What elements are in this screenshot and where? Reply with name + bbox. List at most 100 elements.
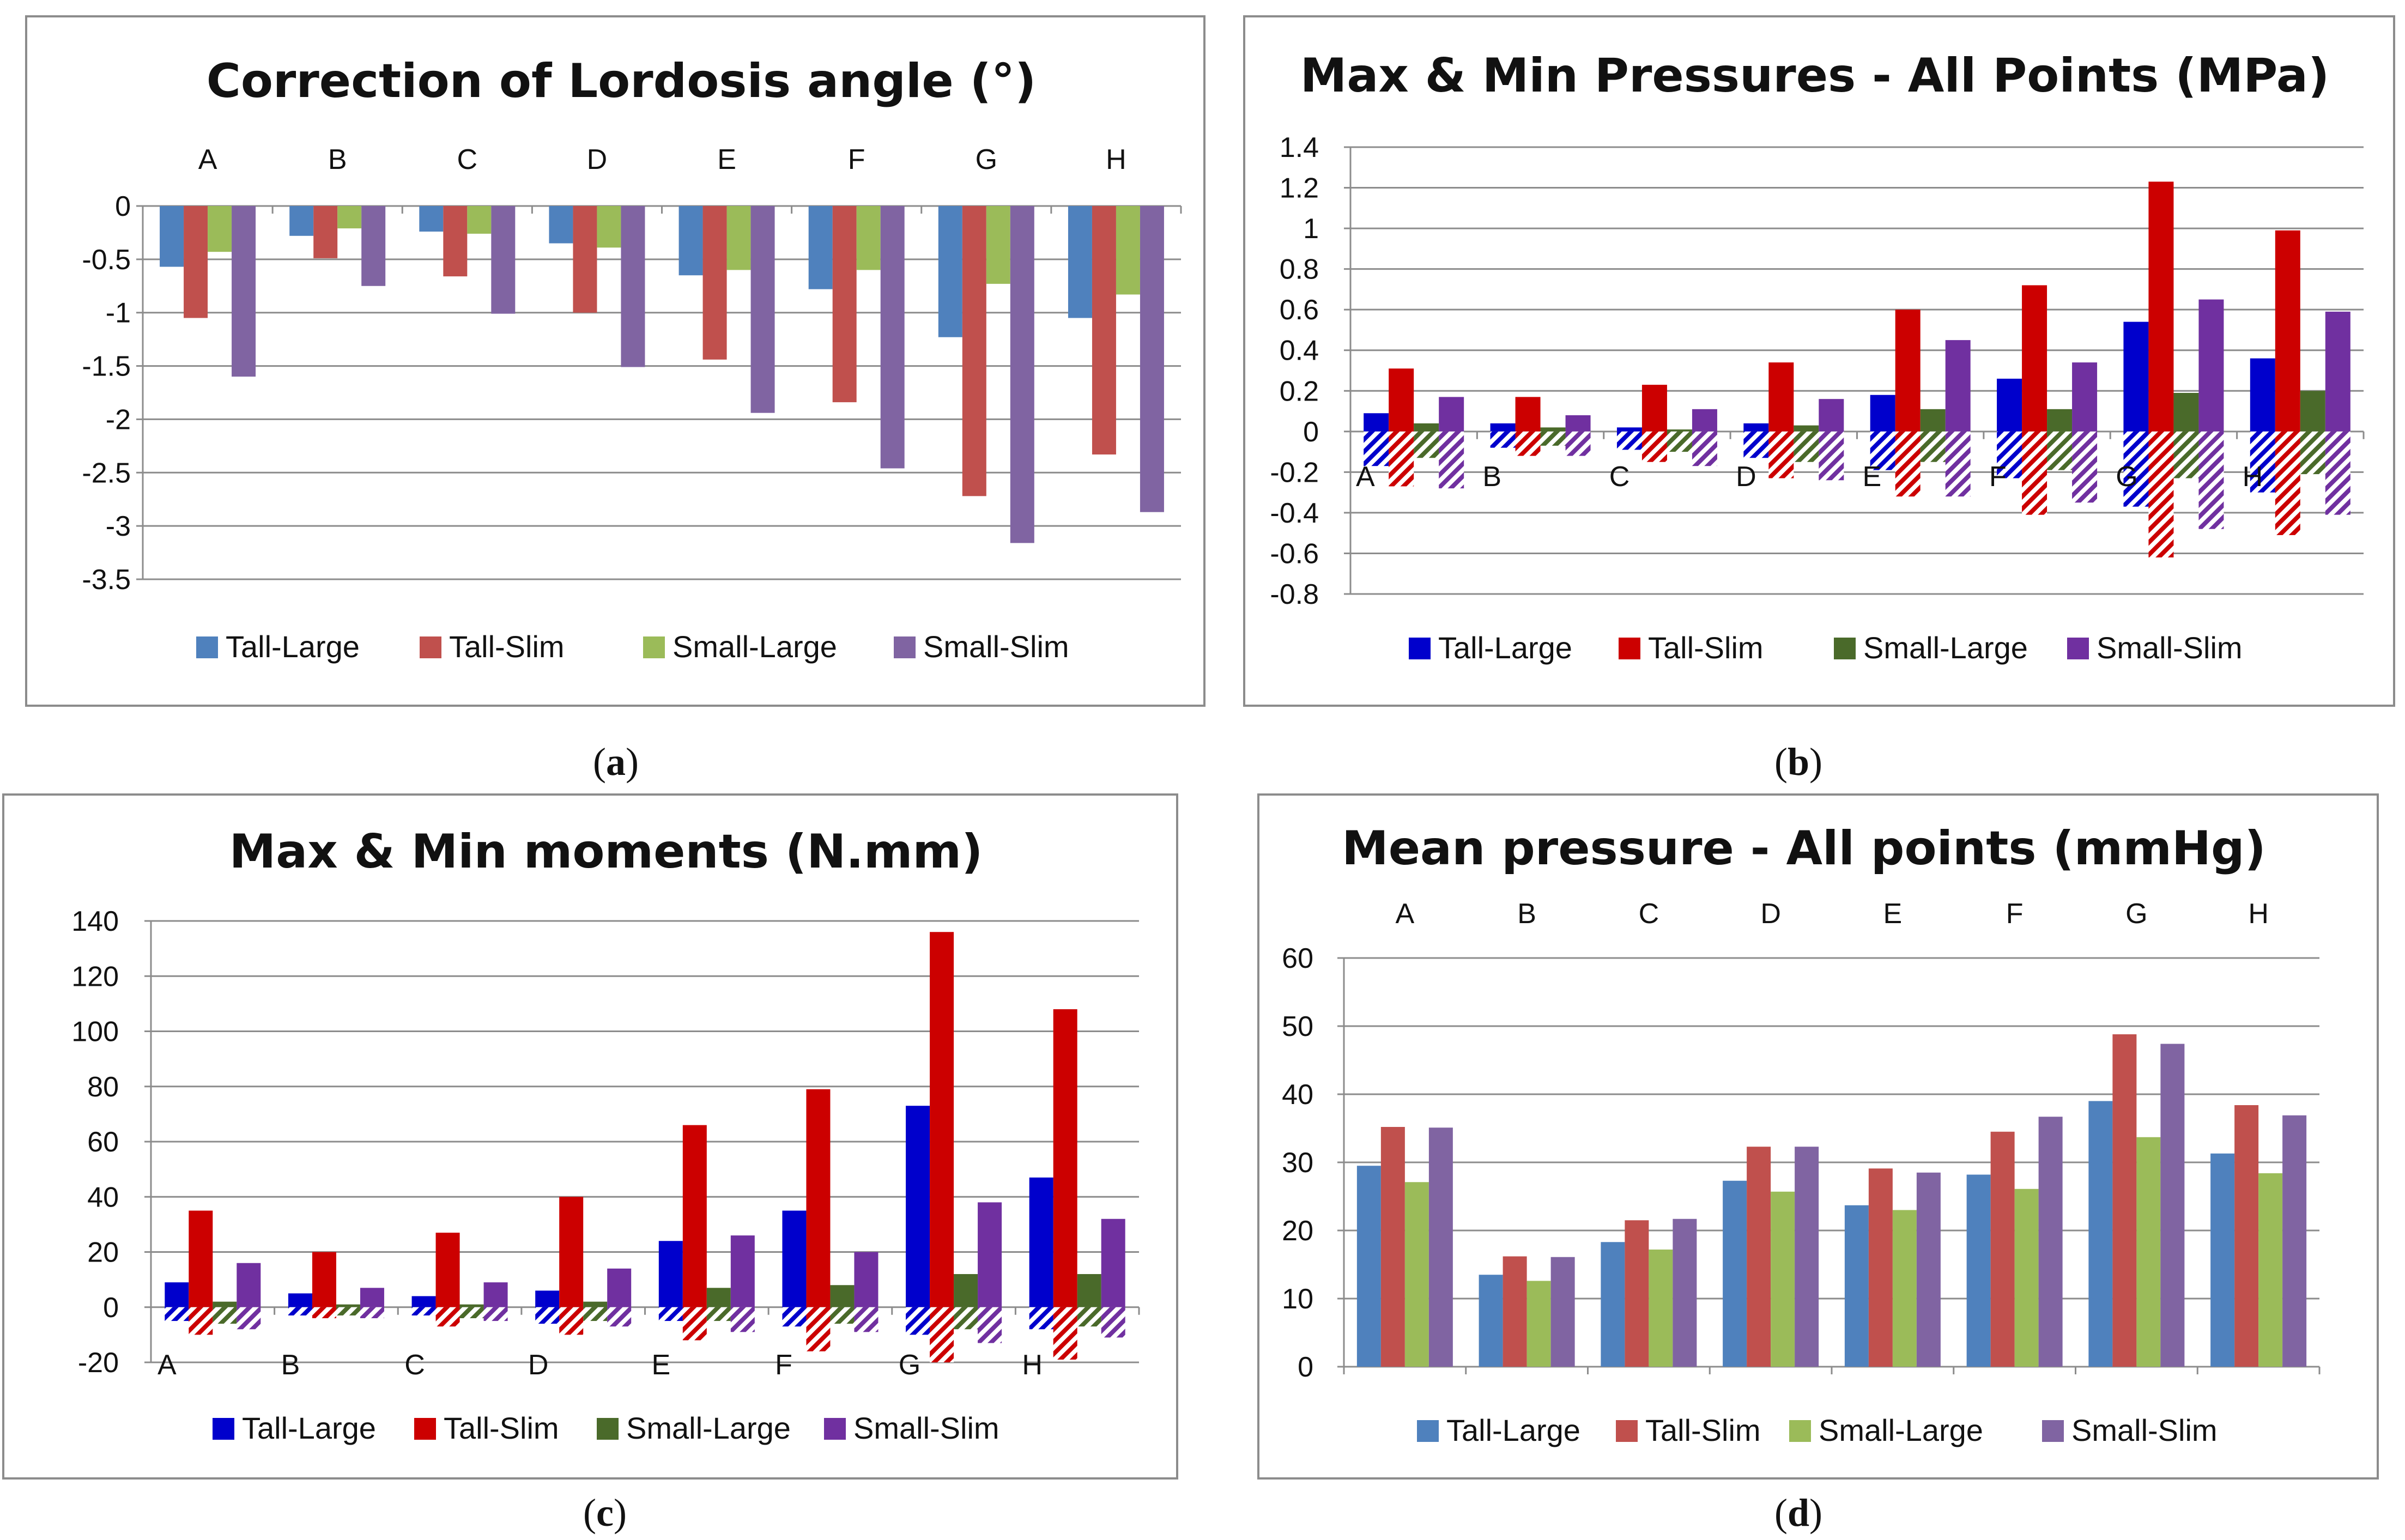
bar-min	[1364, 431, 1389, 466]
bar-min	[336, 1307, 360, 1315]
bar	[573, 206, 597, 313]
y-tick-label: 1.4	[1280, 132, 1319, 163]
y-tick-label: -0.4	[1270, 498, 1319, 529]
bar-max	[1490, 423, 1516, 432]
bar-max	[2275, 230, 2300, 432]
legend-swatch	[1789, 1420, 1811, 1442]
bar-min	[2325, 431, 2351, 515]
category-label: D	[1736, 461, 1756, 493]
chart-b-title: Max & Min Pressures - All Points (MPa)	[1300, 48, 2330, 103]
bar-min	[1743, 431, 1769, 458]
y-tick-label: -1	[106, 298, 131, 329]
bar	[2136, 1137, 2161, 1367]
bar-max	[2250, 358, 2275, 432]
bar-max	[1053, 1009, 1077, 1307]
bar-max	[1364, 413, 1389, 432]
bar-max	[2173, 393, 2199, 432]
bar	[750, 206, 775, 413]
caption-b: (b)	[1774, 740, 1822, 784]
bar-min	[2047, 431, 2073, 470]
bar-max	[930, 932, 954, 1307]
bar-max	[1029, 1177, 1053, 1307]
bar-min	[1540, 431, 1566, 446]
bar-max	[806, 1089, 831, 1307]
category-label: G	[899, 1349, 920, 1381]
bar	[1795, 1147, 1819, 1367]
category-label: C	[404, 1349, 425, 1381]
chart-c-title: Max & Min moments (N.mm)	[229, 824, 983, 879]
bar-min	[730, 1307, 755, 1332]
legend-swatch	[2042, 1420, 2064, 1442]
legend-swatch	[1616, 1420, 1638, 1442]
category-label: F	[848, 144, 865, 175]
bar-max	[607, 1268, 632, 1307]
bar-min	[2275, 431, 2300, 535]
bar-min	[189, 1307, 213, 1335]
legend-label: Tall-Slim	[1648, 630, 1764, 665]
panel-a-frame	[25, 15, 1205, 707]
y-tick-label: 1	[1303, 213, 1319, 245]
bar-min	[930, 1307, 954, 1362]
bar-min	[1490, 431, 1516, 448]
bar-max	[288, 1293, 312, 1307]
bar-min	[782, 1307, 807, 1327]
bar-min	[411, 1307, 436, 1315]
y-tick-label: 40	[87, 1181, 119, 1213]
legend-swatch	[894, 636, 916, 658]
bar	[2282, 1115, 2307, 1367]
bar-min	[682, 1307, 707, 1341]
bar-max	[2072, 362, 2098, 432]
bar	[1550, 1257, 1575, 1367]
bar-max	[2325, 311, 2351, 432]
bar-max	[213, 1301, 237, 1307]
bar-min	[165, 1307, 189, 1321]
bar-max	[1692, 409, 1717, 432]
legend-swatch	[597, 1418, 619, 1440]
bar	[1526, 1281, 1551, 1367]
bar	[962, 206, 986, 496]
chart-a-title: Correction of Lordosis angle (°)	[207, 54, 1037, 108]
bar-max	[2123, 322, 2149, 432]
bar-min	[312, 1307, 336, 1318]
y-tick-label: -1.5	[82, 351, 131, 383]
bar-min	[854, 1307, 879, 1332]
legend-label: Small-Large	[626, 1411, 791, 1445]
y-tick-label: 50	[1282, 1011, 1313, 1042]
chart-a: 0 -0.5 -1 -1.5 -2 -2.5 -3 -3.5 A B C D E F G H Tall-Larg…	[82, 144, 1182, 664]
bar-max	[1945, 340, 1971, 432]
chart-d: 60 50 40 30 20 10 0 A B C D E F G H Tall-Large Tall-Slim…	[1282, 898, 2321, 1447]
category-label: B	[1482, 461, 1501, 493]
bar	[313, 206, 338, 258]
bar-max	[706, 1288, 731, 1307]
legend-label: Small-Slim	[2097, 630, 2243, 665]
category-label: G	[976, 144, 997, 175]
y-tick-label: 0.6	[1280, 294, 1319, 326]
bar	[289, 206, 314, 236]
bar	[1916, 1172, 1941, 1367]
bar	[419, 206, 444, 232]
y-tick-label: -3	[106, 511, 131, 542]
bar	[1723, 1180, 1747, 1367]
bar-min	[1515, 431, 1541, 456]
bar-max	[165, 1282, 189, 1307]
category-label: H	[1106, 144, 1126, 175]
bar	[2038, 1117, 2063, 1367]
bar-max	[1997, 378, 2022, 432]
bar-max	[1819, 399, 1844, 432]
bar-max	[459, 1304, 484, 1307]
bar	[184, 206, 208, 318]
caption-d: (d)	[1774, 1491, 1822, 1535]
bar	[1092, 206, 1116, 455]
bar	[986, 206, 1010, 284]
bar-max	[1389, 368, 1414, 432]
y-tick-label: 30	[1282, 1147, 1313, 1179]
bar	[679, 206, 703, 276]
bar-max	[237, 1263, 261, 1307]
bar	[1673, 1218, 1697, 1367]
bar	[1771, 1191, 1795, 1367]
bar	[1068, 206, 1092, 318]
y-tick-label: 140	[71, 906, 119, 937]
bar-min	[1077, 1307, 1101, 1327]
y-tick-label: 0	[1298, 1351, 1313, 1383]
bar-min	[1414, 431, 1439, 458]
